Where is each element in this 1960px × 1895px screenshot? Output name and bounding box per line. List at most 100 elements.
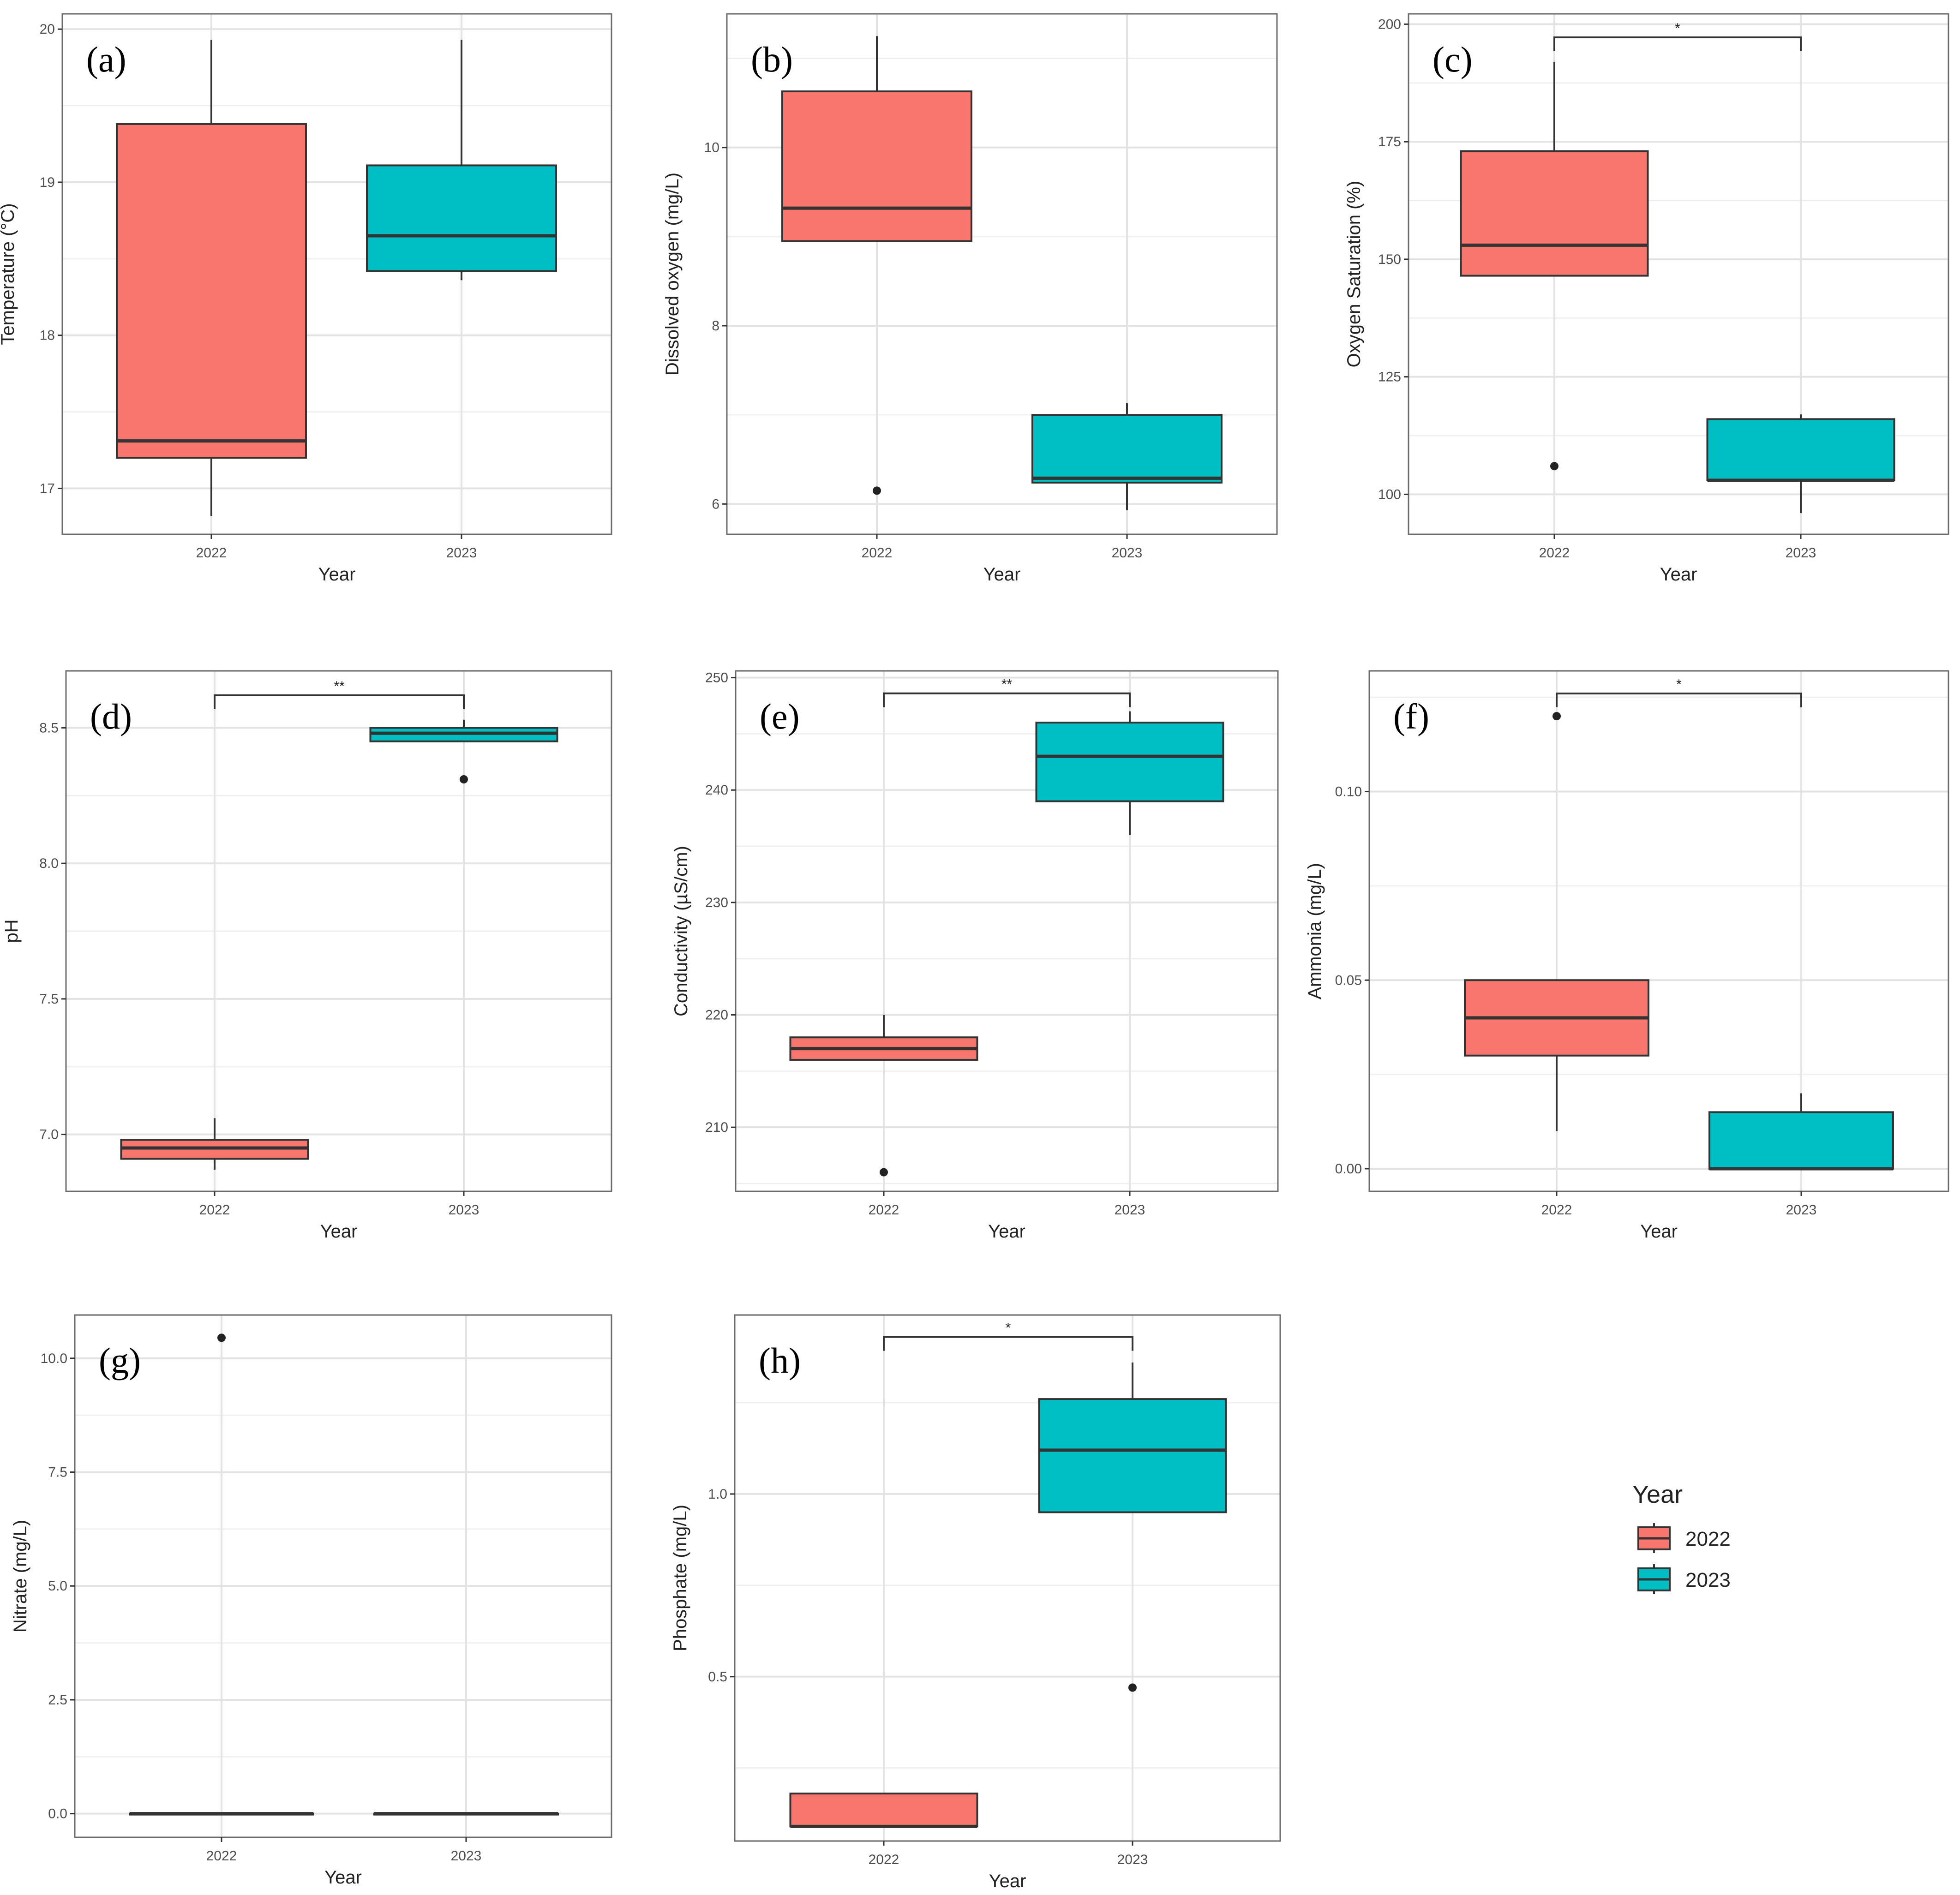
x-tick-label: 2022 xyxy=(196,545,227,561)
box-2023 xyxy=(373,1812,559,1816)
bracket-line xyxy=(214,694,465,709)
y-tick-label: 8.5 xyxy=(39,720,59,735)
y-tick-label: 18 xyxy=(40,328,55,343)
box-2022 xyxy=(781,36,972,495)
x-axis-title: Year xyxy=(988,1221,1025,1242)
legend-item-2023: 2023 xyxy=(1637,1564,1731,1594)
significance-label: * xyxy=(1676,677,1682,692)
box-2022 xyxy=(129,1333,314,1816)
y-tick-label: 8.0 xyxy=(39,856,59,871)
panel-label: (g) xyxy=(99,1340,141,1381)
panel-3: ** 7.0 7.5 8.0 8.5 2022 2023 Year pH (d) xyxy=(1,670,612,1242)
x-tick-label: 2022 xyxy=(206,1848,237,1864)
x-axis-title: Year xyxy=(320,1221,358,1242)
y-axis-title: pH xyxy=(1,919,22,943)
panel-0: 17 18 19 20 2022 2023 Year Temperature (°C) (a) xyxy=(0,13,612,585)
x-tick-label: 2022 xyxy=(1541,1202,1572,1218)
y-tick-label: 0.10 xyxy=(1335,784,1362,800)
y-tick-label: 7.5 xyxy=(48,1465,67,1480)
legend-item-2022: 2022 xyxy=(1637,1523,1731,1553)
x-tick-label: 2023 xyxy=(1117,1852,1148,1867)
x-tick-label: 2023 xyxy=(1115,1202,1145,1218)
box-body xyxy=(1038,1398,1227,1513)
y-axis-title: Nitrate (mg/L) xyxy=(10,1520,30,1633)
panel-label: (b) xyxy=(751,39,793,79)
box-2023 xyxy=(1035,711,1224,835)
y-tick-label: 0.00 xyxy=(1335,1161,1362,1177)
box-2023 xyxy=(1708,1093,1894,1171)
x-axis-title: Year xyxy=(983,564,1021,585)
significance-bracket: * xyxy=(1556,677,1802,708)
significance-bracket: * xyxy=(883,1321,1133,1351)
y-tick-label: 5.0 xyxy=(48,1578,67,1594)
y-tick-label: 210 xyxy=(705,1120,728,1135)
x-tick-label: 2022 xyxy=(869,1852,899,1867)
y-axis-title: Temperature (°C) xyxy=(0,203,18,345)
y-tick-label: 0.0 xyxy=(48,1806,67,1822)
panel-label: (e) xyxy=(760,696,800,736)
panel-4: ** 210 220 230 240 250 2022 2023 Year Conductivit… xyxy=(671,670,1279,1242)
y-tick-label: 10.0 xyxy=(41,1351,67,1366)
x-tick-label: 2022 xyxy=(869,1202,899,1218)
box-2023 xyxy=(366,40,557,281)
panel-2: * 100 125 150 175 200 2022 2023 Year Oxygen Satur… xyxy=(1344,13,1949,585)
box-2022 xyxy=(116,40,307,516)
y-tick-label: 240 xyxy=(705,783,728,798)
x-tick-label: 2023 xyxy=(446,545,477,561)
y-tick-label: 1.0 xyxy=(708,1487,727,1502)
x-tick-label: 2023 xyxy=(1786,545,1816,561)
y-tick-label: 220 xyxy=(705,1008,728,1023)
y-axis-title: Oxygen Saturation (%) xyxy=(1344,181,1364,368)
outlier-point xyxy=(873,486,881,495)
box-2022 xyxy=(1460,61,1649,471)
panel-label: (f) xyxy=(1393,696,1429,736)
panel-border xyxy=(735,670,1279,1192)
panel-border xyxy=(61,13,612,535)
significance-bracket: ** xyxy=(214,679,465,709)
box-body xyxy=(1708,1111,1894,1170)
y-tick-label: 125 xyxy=(1378,370,1401,385)
panel-label: (a) xyxy=(86,39,126,79)
box-body xyxy=(1035,722,1224,802)
panel-border xyxy=(726,13,1278,535)
y-tick-label: 19 xyxy=(40,175,55,190)
y-tick-label: 7.5 xyxy=(39,992,59,1007)
significance-label: * xyxy=(1675,21,1680,36)
significance-label: ** xyxy=(1001,677,1013,692)
outlier-point xyxy=(880,1168,888,1177)
outlier-point xyxy=(460,775,468,783)
legend: Year 2022 2023 xyxy=(1632,1481,1731,1594)
x-tick-label: 2023 xyxy=(451,1848,482,1864)
bracket-line xyxy=(883,692,1131,707)
box-2022 xyxy=(1464,712,1649,1131)
legend-label-2023: 2023 xyxy=(1685,1569,1731,1591)
y-tick-label: 2.5 xyxy=(48,1692,67,1708)
x-axis-title: Year xyxy=(324,1867,362,1888)
y-tick-label: 250 xyxy=(705,670,728,686)
y-tick-label: 17 xyxy=(40,481,55,496)
significance-label: * xyxy=(1006,1321,1011,1336)
panel-border xyxy=(1368,670,1949,1192)
box-body xyxy=(116,123,307,459)
panel-5: * 0.00 0.05 0.10 2022 2023 Year Ammonia (mg/L) (… xyxy=(1305,670,1949,1242)
box-2022 xyxy=(789,1793,978,1828)
plot-area xyxy=(1369,671,1948,1191)
x-axis-title: Year xyxy=(318,564,356,585)
panel-label: (d) xyxy=(90,696,132,736)
y-tick-label: 200 xyxy=(1378,17,1401,32)
box-2023 xyxy=(1038,1362,1227,1692)
x-axis-title: Year xyxy=(1640,1221,1678,1242)
bracket-line xyxy=(1553,36,1802,51)
y-axis-title: Dissolved oxygen (mg/L) xyxy=(662,173,683,376)
y-tick-label: 175 xyxy=(1378,134,1401,149)
box-body xyxy=(1031,414,1223,484)
box-2022 xyxy=(120,1118,309,1170)
outlier-point xyxy=(1550,462,1558,471)
panel-6: 0.0 2.5 5.0 7.5 10.0 2022 2023 Year Nitrate (mg/… xyxy=(10,1314,612,1888)
panels: 17 18 19 20 2022 2023 Year Temperature (°C) (a) 6… xyxy=(0,13,1949,1891)
plot-area xyxy=(735,1315,1280,1841)
y-tick-label: 20 xyxy=(40,22,55,37)
y-axis-title: Ammonia (mg/L) xyxy=(1305,863,1325,999)
y-tick-label: 100 xyxy=(1378,487,1401,502)
